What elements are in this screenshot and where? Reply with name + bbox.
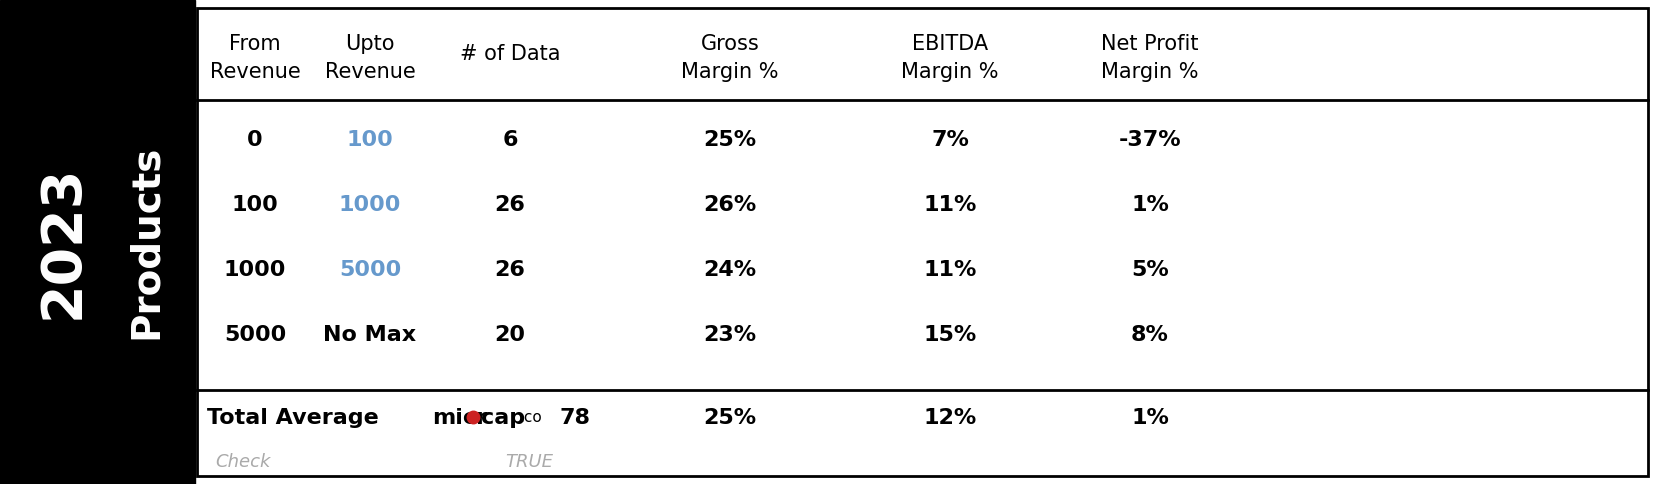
Text: 26%: 26% bbox=[703, 195, 756, 215]
Text: Margin %: Margin % bbox=[1100, 62, 1198, 82]
Text: .co: .co bbox=[519, 410, 542, 425]
Text: Net Profit: Net Profit bbox=[1100, 34, 1198, 54]
Text: From: From bbox=[229, 34, 280, 54]
Text: 100: 100 bbox=[346, 130, 393, 150]
Text: 6: 6 bbox=[502, 130, 517, 150]
Text: 2023: 2023 bbox=[35, 165, 89, 319]
Text: 20: 20 bbox=[494, 325, 525, 345]
Text: Check: Check bbox=[215, 453, 270, 471]
Text: 1000: 1000 bbox=[224, 260, 287, 280]
Text: 8%: 8% bbox=[1130, 325, 1168, 345]
Text: EBITDA: EBITDA bbox=[911, 34, 988, 54]
Text: Margin %: Margin % bbox=[681, 62, 779, 82]
Text: 26: 26 bbox=[494, 195, 525, 215]
Text: Revenue: Revenue bbox=[209, 62, 300, 82]
Text: Total Average: Total Average bbox=[207, 408, 378, 427]
Text: 24%: 24% bbox=[703, 260, 756, 280]
Text: 0: 0 bbox=[247, 130, 263, 150]
Bar bbox=[197, 8, 1647, 476]
Text: Margin %: Margin % bbox=[901, 62, 998, 82]
Bar bbox=[0, 0, 196, 484]
Text: 12%: 12% bbox=[923, 408, 976, 427]
Text: 25%: 25% bbox=[703, 408, 756, 427]
Text: 1%: 1% bbox=[1130, 408, 1168, 427]
Text: 11%: 11% bbox=[923, 195, 976, 215]
Text: -37%: -37% bbox=[1118, 130, 1180, 150]
Text: 1000: 1000 bbox=[338, 195, 401, 215]
Text: 26: 26 bbox=[494, 260, 525, 280]
Text: micr: micr bbox=[432, 408, 487, 427]
Text: 100: 100 bbox=[232, 195, 278, 215]
Text: 5%: 5% bbox=[1130, 260, 1168, 280]
Text: 11%: 11% bbox=[923, 260, 976, 280]
Text: 25%: 25% bbox=[703, 130, 756, 150]
Text: 15%: 15% bbox=[923, 325, 976, 345]
Text: 7%: 7% bbox=[931, 130, 968, 150]
Text: cap: cap bbox=[481, 408, 525, 427]
Text: Gross: Gross bbox=[701, 34, 759, 54]
Text: 1%: 1% bbox=[1130, 195, 1168, 215]
Text: 78: 78 bbox=[558, 408, 590, 427]
Text: 23%: 23% bbox=[703, 325, 756, 345]
Text: Upto: Upto bbox=[345, 34, 394, 54]
Text: 5000: 5000 bbox=[338, 260, 401, 280]
Text: 5000: 5000 bbox=[224, 325, 287, 345]
Text: # of Data: # of Data bbox=[459, 44, 560, 64]
Text: No Max: No Max bbox=[323, 325, 416, 345]
Text: Products: Products bbox=[128, 145, 166, 339]
Text: Revenue: Revenue bbox=[325, 62, 416, 82]
Text: TRUE: TRUE bbox=[505, 453, 553, 471]
